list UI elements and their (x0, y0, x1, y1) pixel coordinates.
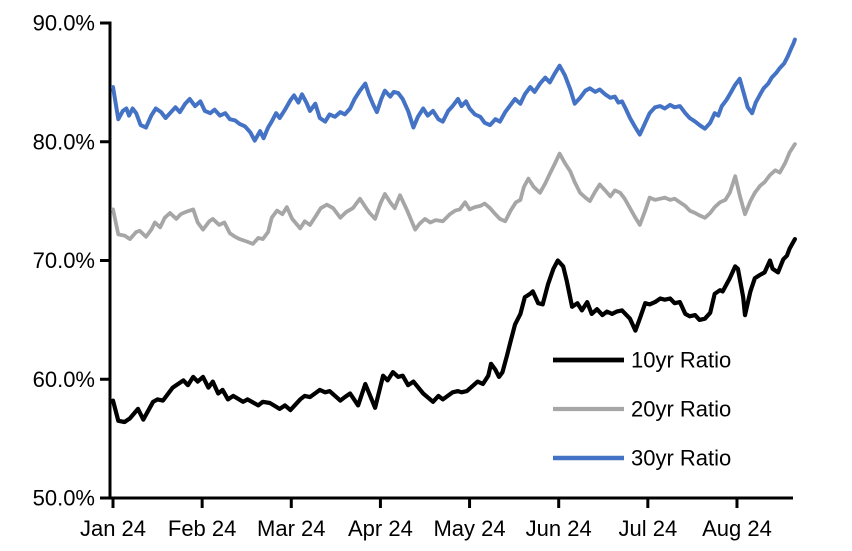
legend-label-30yr-ratio: 30yr Ratio (631, 446, 731, 471)
x-axis-tick-label: Apr 24 (348, 516, 413, 541)
series-line-20yr-ratio (111, 142, 797, 246)
legend-label-10yr-ratio: 10yr Ratio (631, 348, 731, 373)
x-axis-tick-label: Jan 24 (80, 516, 146, 541)
y-axis-tick-label: 80.0% (33, 129, 95, 154)
series-line-10yr-ratio (110, 237, 798, 425)
series-line-30yr-ratio (111, 37, 797, 143)
x-axis-tick-label: Feb 24 (168, 516, 237, 541)
x-axis-tick-label: Aug 24 (702, 516, 772, 541)
legend-label-20yr-ratio: 20yr Ratio (631, 397, 731, 422)
x-axis-tick-label: May 24 (433, 516, 505, 541)
y-axis-tick-label: 60.0% (33, 367, 95, 392)
y-axis-tick-label: 70.0% (33, 248, 95, 273)
y-axis-tick-label: 50.0% (33, 486, 95, 511)
x-axis-tick-label: Jun 24 (526, 516, 592, 541)
x-axis-tick-label: Mar 24 (257, 516, 325, 541)
x-axis-tick-label: Jul 24 (618, 516, 677, 541)
y-axis-tick-label: 90.0% (33, 11, 95, 36)
